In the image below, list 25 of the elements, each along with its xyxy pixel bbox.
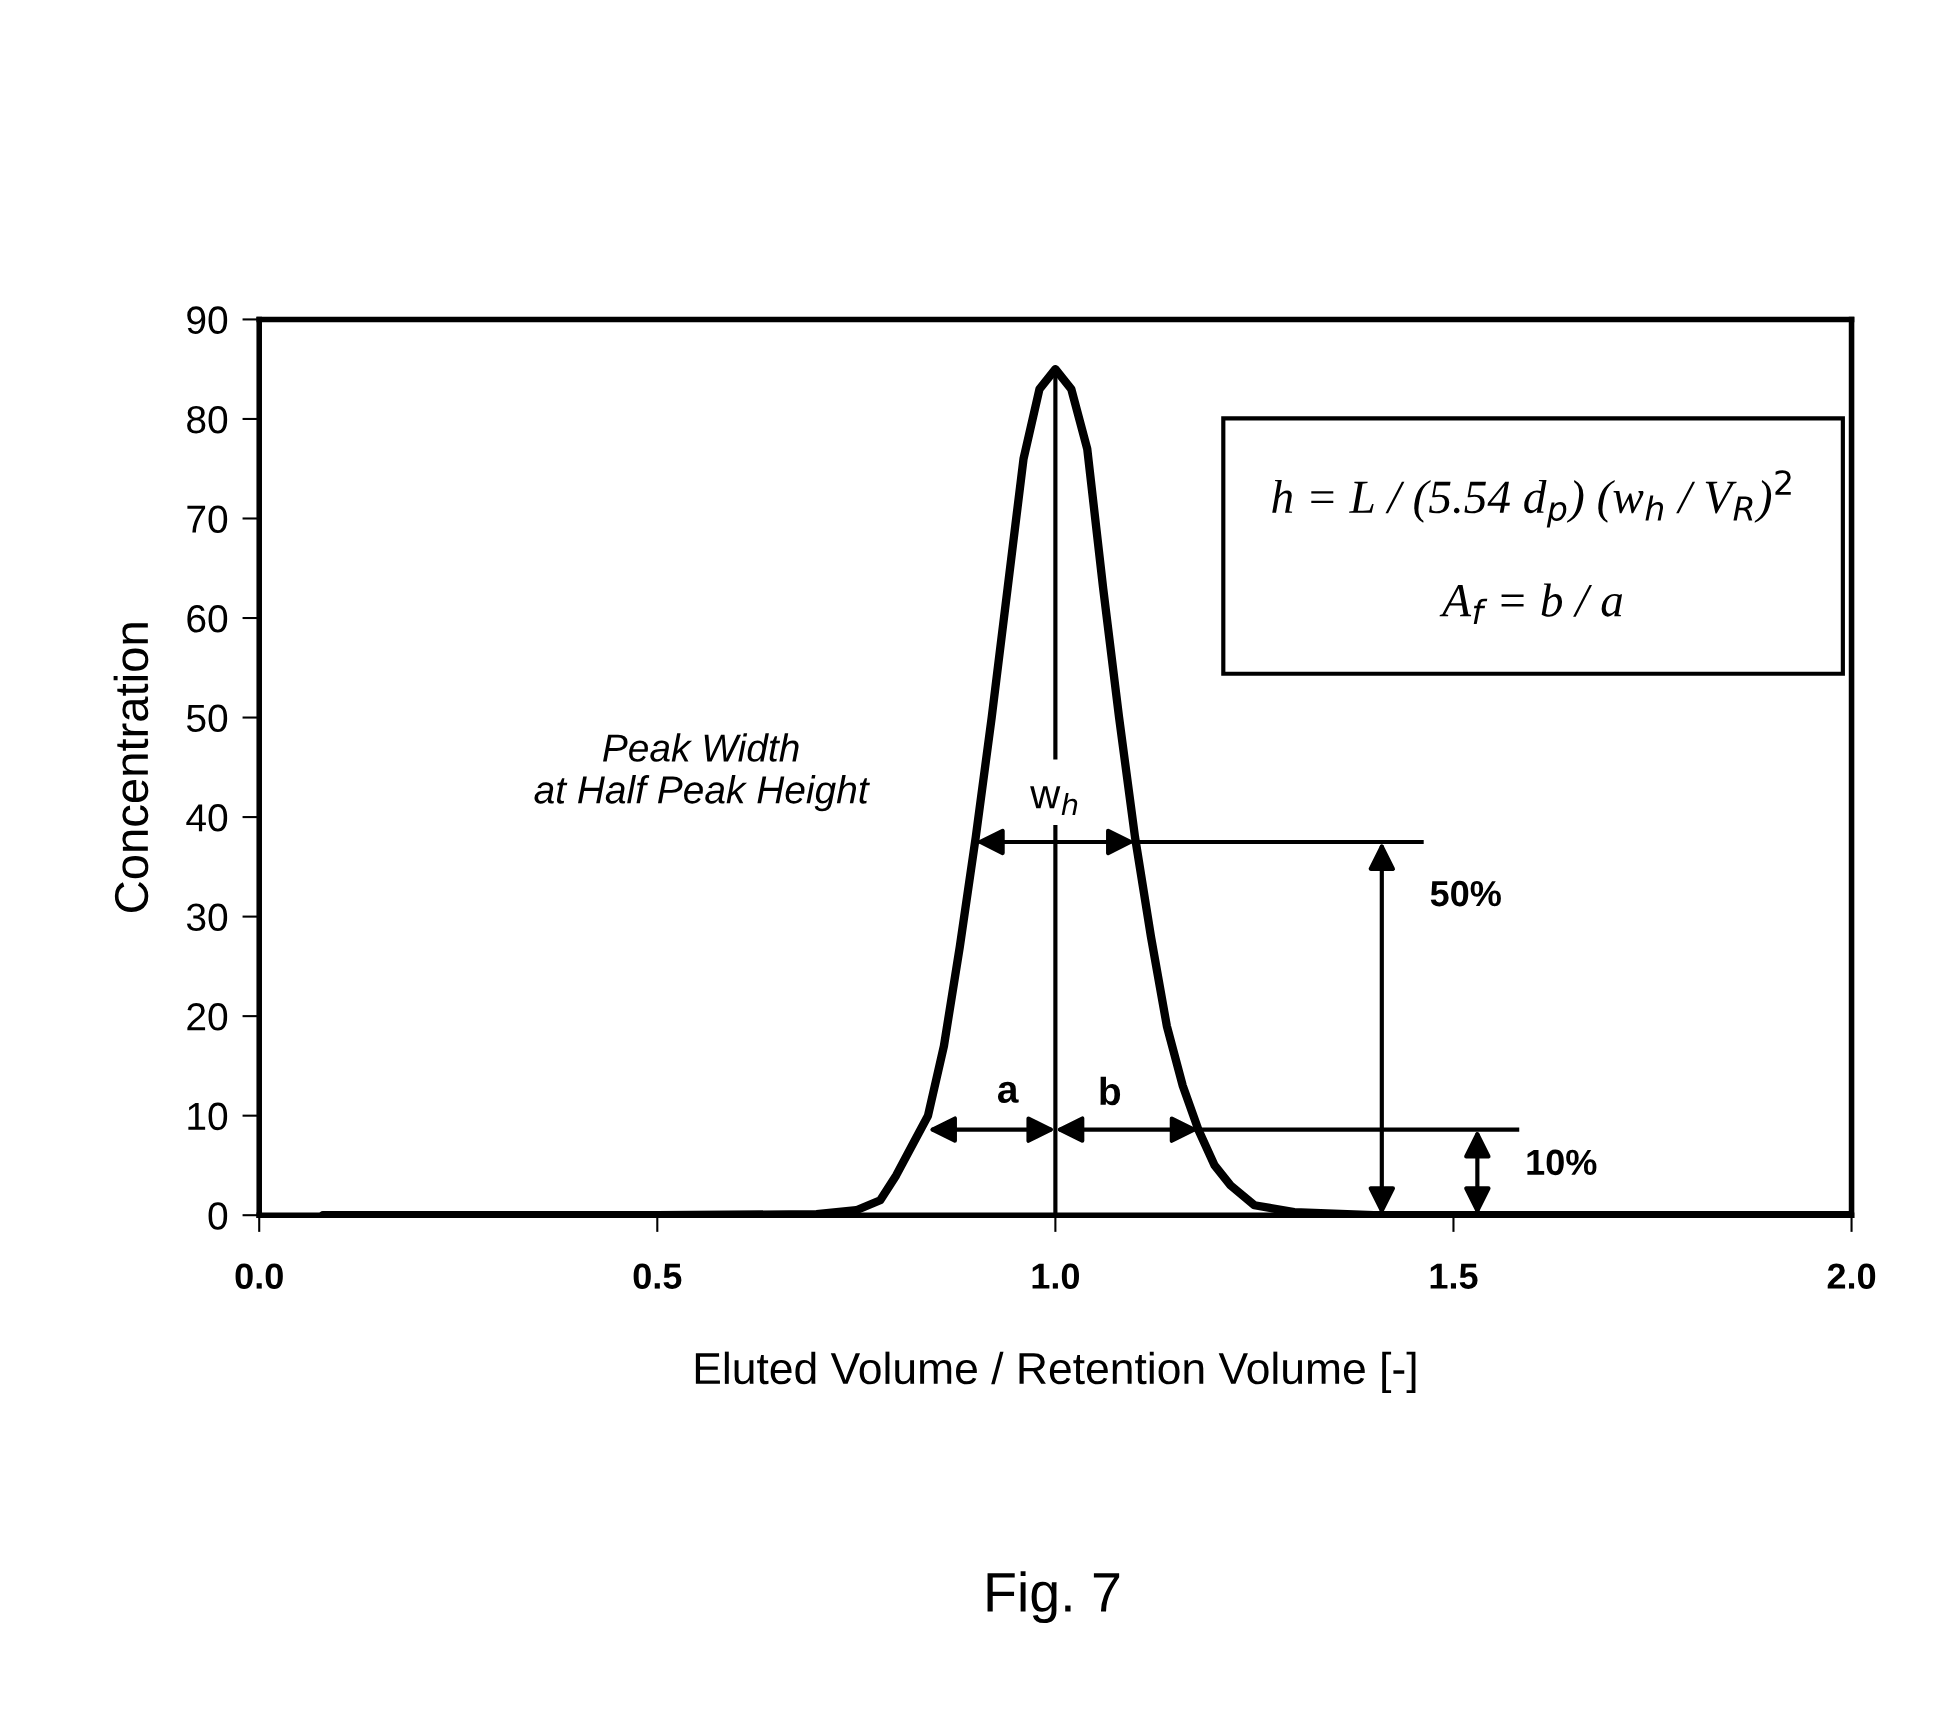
x-tick-label: 0.0 [235, 1263, 283, 1289]
y-tick-label: 30 [186, 903, 228, 932]
text: h = L / (5.54 d$_{p}$) (w$_{h}$ / V$_{R}$)$^{2}$ A$_{f}$ = b / a [1272, 470, 1791, 624]
y-tick-label: 20 [187, 1003, 228, 1031]
y-tick-label: 10 [188, 1102, 228, 1131]
y-tick-label: 60 [187, 604, 228, 633]
y-axis-title: Concentration [113, 623, 149, 912]
y-tick-label: 80 [187, 405, 228, 434]
annotation: b [1100, 1076, 1121, 1106]
annotation: 50% [1430, 880, 1501, 907]
y-tick-label: 90 [187, 306, 228, 334]
x-axis-title: Eluted Volume / Retention Volume [-] [695, 1351, 1416, 1394]
annotation: w$_{h}$ [1030, 786, 1078, 816]
x-tick-label: 1.5 [1430, 1263, 1478, 1289]
annotation: Peak Width at Half Peak Height [534, 733, 870, 812]
y-tick-label: 70 [187, 505, 228, 533]
x-tick-label: 1.0 [1032, 1263, 1080, 1289]
x-tick-label: 2.0 [1827, 1263, 1876, 1289]
y-tick-label: 0 [208, 1202, 228, 1230]
caption: Fig. 7 [987, 1571, 1120, 1624]
annotation: 10% [1527, 1149, 1597, 1176]
x-tick-label: 0.5 [633, 1263, 682, 1289]
y-tick-label: 50 [186, 704, 228, 733]
annotation: a [997, 1081, 1019, 1104]
y-tick-label: 40 [186, 804, 228, 832]
